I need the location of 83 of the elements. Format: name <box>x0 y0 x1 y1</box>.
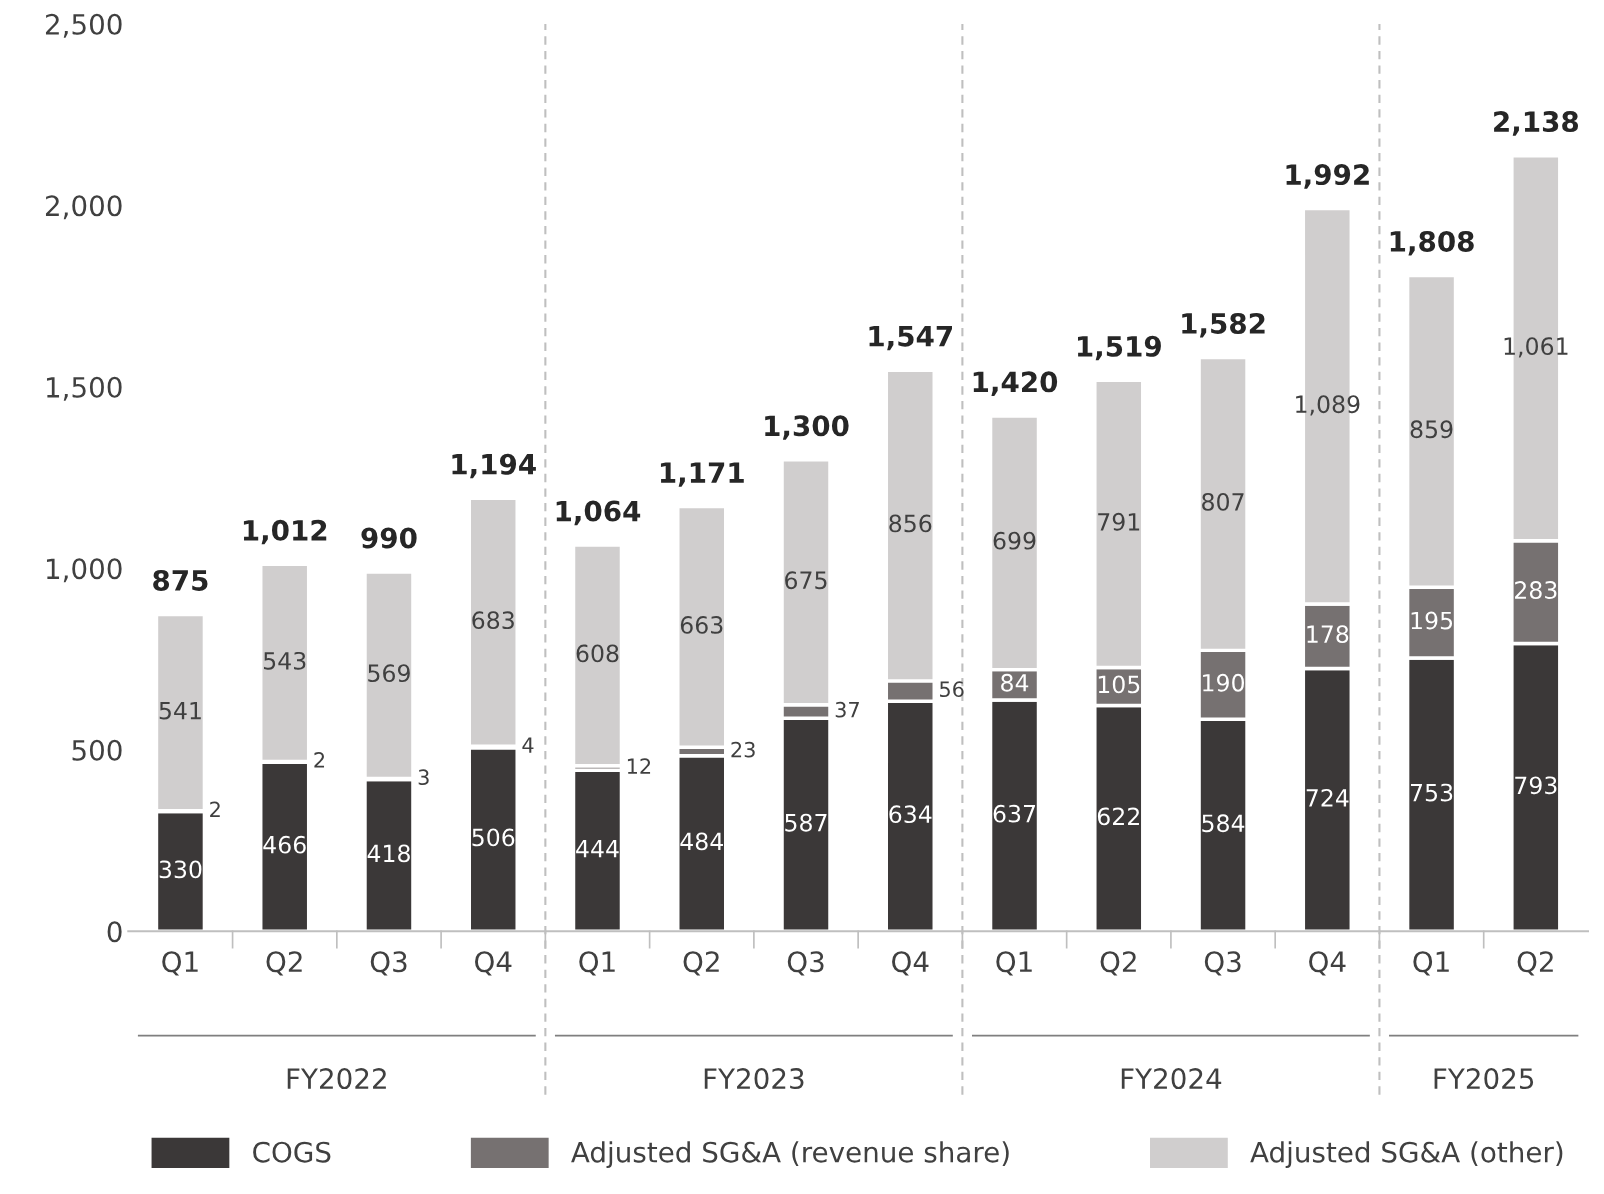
data-label: 418 <box>367 844 410 863</box>
legend-label: Adjusted SG&A (revenue share) <box>571 1141 1009 1169</box>
data-label: 4 <box>522 737 534 753</box>
data-label: 84 <box>1001 673 1029 692</box>
text: FY2023 <box>704 1068 804 1090</box>
text: FY2025 <box>1434 1068 1534 1090</box>
data-label: 569 <box>368 664 410 683</box>
total-label: 1,194 <box>452 453 536 479</box>
data-label: 1,089 <box>1296 395 1360 416</box>
data-label: 791 <box>1098 512 1140 531</box>
y-tick-label: 0 <box>107 921 122 943</box>
data-label: 2 <box>210 801 220 817</box>
data-label: 683 <box>472 611 514 630</box>
total-label: 1,171 <box>660 462 744 487</box>
data-label: 543 <box>264 651 306 670</box>
data-label: 506 <box>472 828 515 847</box>
data-label: 663 <box>680 615 723 634</box>
data-label: 724 <box>1306 788 1349 807</box>
data-label: 637 <box>993 804 1036 823</box>
total-label: 1,420 <box>973 371 1058 396</box>
data-label: 807 <box>1202 492 1244 511</box>
data-label: 23 <box>731 741 755 758</box>
data-label: 56 <box>940 681 964 698</box>
data-label: 3 <box>418 769 429 786</box>
data-label: 622 <box>1097 807 1139 826</box>
data-label: 608 <box>576 644 619 663</box>
text: FY2024 <box>1121 1068 1222 1090</box>
data-label: 856 <box>889 514 932 533</box>
total-label: 875 <box>153 569 208 591</box>
y-tick-label: 500 <box>72 739 122 761</box>
data-label: 466 <box>263 835 306 854</box>
total-label: 990 <box>361 527 417 549</box>
total-label: 1,992 <box>1286 164 1369 189</box>
data-label: 675 <box>785 571 827 590</box>
legend-label: Adjusted SG&A (other) <box>1250 1141 1563 1169</box>
data-label: 793 <box>1515 776 1557 795</box>
x-tick-label: Q1 <box>996 951 1032 976</box>
data-label: 178 <box>1307 625 1349 644</box>
total-label: 2,138 <box>1494 111 1579 136</box>
y-tick-label: 2,500 <box>45 13 122 38</box>
total-label: 1,582 <box>1182 312 1265 338</box>
x-tick-label: Q4 <box>892 951 929 976</box>
data-label: 444 <box>576 840 619 858</box>
data-label: 699 <box>993 531 1036 550</box>
x-tick-label: Q2 <box>1100 951 1136 976</box>
x-tick-label: Q4 <box>1309 951 1346 976</box>
total-label: 1,808 <box>1390 230 1474 256</box>
total-label: 1,300 <box>765 415 849 440</box>
x-tick-label: Q2 <box>683 951 719 976</box>
text: FY2022 <box>287 1068 386 1090</box>
data-label: 859 <box>1410 420 1453 439</box>
total-label: 1,012 <box>243 519 327 545</box>
data-label: 37 <box>835 701 859 718</box>
x-tick-label: Q3 <box>370 951 407 976</box>
total-label: 1,519 <box>1077 335 1161 361</box>
x-tick-label: Q4 <box>475 951 512 976</box>
x-tick-label: Q3 <box>1204 951 1241 976</box>
data-label: 753 <box>1410 783 1453 802</box>
data-label: 330 <box>159 860 202 879</box>
data-label: 190 <box>1203 673 1245 692</box>
data-label: 484 <box>680 832 723 851</box>
total-label: 1,547 <box>869 325 952 351</box>
y-tick-label: 1,000 <box>46 558 122 583</box>
data-label: 2 <box>314 752 325 768</box>
x-tick-label: Q1 <box>1413 951 1449 976</box>
data-label: 1,061 <box>1504 337 1568 358</box>
x-tick-label: Q2 <box>1517 951 1553 976</box>
data-label: 195 <box>1411 611 1453 630</box>
y-tick-label: 1,500 <box>46 376 122 401</box>
x-tick-label: Q1 <box>579 951 615 976</box>
x-tick-label: Q1 <box>162 951 198 976</box>
data-label: 541 <box>159 701 201 720</box>
data-label: 584 <box>1202 814 1245 833</box>
legend-label: COGS <box>253 1141 331 1163</box>
data-label: 634 <box>889 805 932 824</box>
data-label: 105 <box>1098 675 1140 694</box>
x-tick-label: Q3 <box>787 951 824 976</box>
x-tick-label: Q2 <box>266 951 302 976</box>
y-tick-label: 2,000 <box>45 195 122 220</box>
data-label: 587 <box>785 813 827 832</box>
total-label: 1,064 <box>556 500 641 526</box>
data-label: 283 <box>1515 581 1557 599</box>
data-label: 12 <box>627 758 651 774</box>
